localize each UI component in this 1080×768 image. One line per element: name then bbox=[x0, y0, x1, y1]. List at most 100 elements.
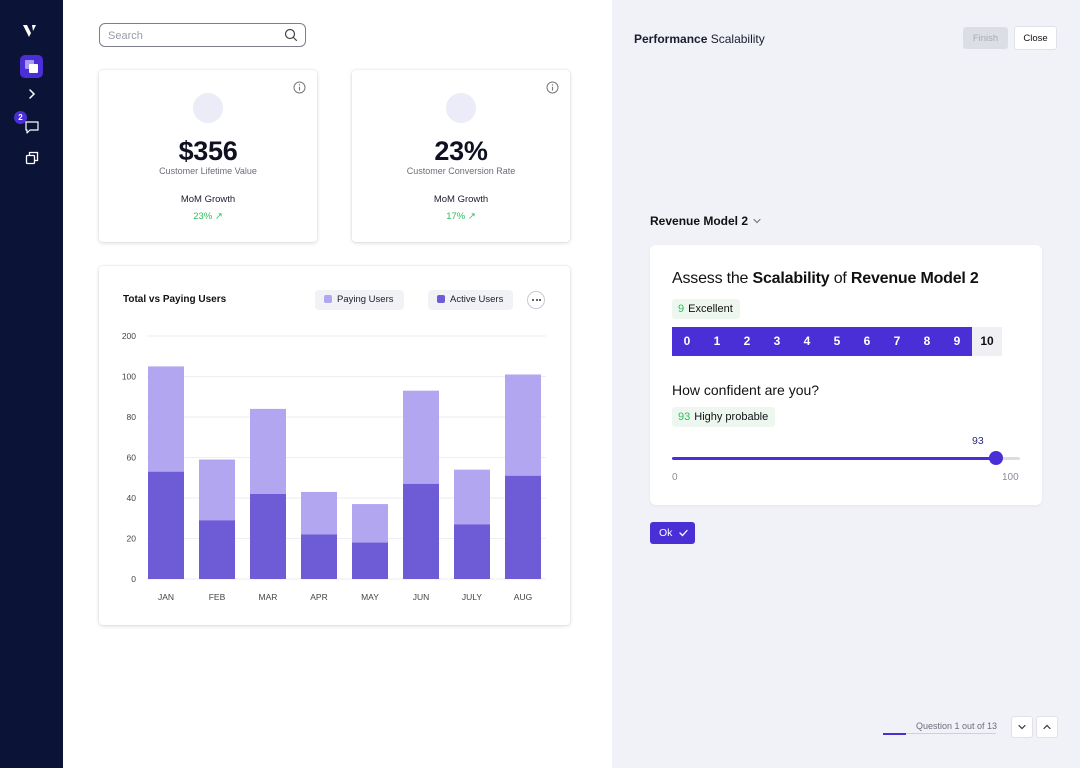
bar-active-users bbox=[454, 524, 490, 579]
rating-option-8[interactable]: 8 bbox=[912, 327, 942, 356]
legend-swatch bbox=[324, 295, 332, 303]
kpi-value: $356 bbox=[178, 136, 238, 166]
next-question-button[interactable] bbox=[1011, 716, 1033, 738]
confidence-label: Highy probable bbox=[694, 411, 769, 423]
bar-paying-users bbox=[301, 491, 337, 535]
y-tick-label: 40 bbox=[127, 493, 137, 503]
assessment-panel: Performance Scalability Finish Close Rev… bbox=[612, 0, 1080, 768]
model-dropdown[interactable]: Revenue Model 2 bbox=[650, 214, 761, 228]
rating-option-3[interactable]: 3 bbox=[762, 327, 792, 356]
y-tick-label: 80 bbox=[127, 412, 137, 422]
y-tick-label: 20 bbox=[127, 534, 137, 544]
users-bar-chart: 0 20 40 60 80 100 200 JAN FEB MAR APR MAY JUN JULY AUG bbox=[122, 331, 546, 602]
slider-value-label: 93 bbox=[972, 435, 984, 447]
bar-paying-users bbox=[505, 374, 541, 476]
kpi-avatar bbox=[446, 93, 476, 123]
bar-paying-users bbox=[403, 390, 439, 484]
slider-thumb[interactable] bbox=[988, 451, 1003, 465]
growth-value: 17% ↗ bbox=[446, 211, 476, 222]
model-dropdown-label: Revenue Model 2 bbox=[650, 214, 749, 228]
x-tick-label: MAR bbox=[259, 592, 278, 602]
rating-label: Excellent bbox=[688, 303, 733, 315]
logo-icon[interactable] bbox=[22, 22, 40, 40]
dashboard-nav-icon[interactable] bbox=[20, 55, 43, 78]
panel-title-rest: Scalability bbox=[710, 32, 765, 46]
info-icon[interactable] bbox=[293, 81, 306, 94]
kpi-avatar bbox=[193, 93, 223, 123]
legend-paying-users[interactable]: Paying Users bbox=[315, 290, 404, 310]
question-card: Assess the Scalability of Revenue Model … bbox=[650, 245, 1042, 505]
chevron-down-icon bbox=[1018, 724, 1026, 730]
bar-active-users bbox=[148, 471, 184, 579]
ok-button-label: Ok bbox=[659, 527, 673, 539]
bar-paying-users bbox=[250, 408, 286, 494]
y-tick-label: 60 bbox=[127, 453, 137, 463]
slider-min-label: 0 bbox=[672, 472, 678, 483]
bar-paying-users bbox=[454, 469, 490, 525]
x-tick-label: JAN bbox=[158, 592, 174, 602]
x-tick-label: MAY bbox=[361, 592, 379, 602]
info-icon[interactable] bbox=[546, 81, 559, 94]
rating-option-10[interactable]: 10 bbox=[972, 327, 1002, 356]
panel-title: Performance Scalability bbox=[634, 32, 765, 46]
chevron-right-icon[interactable] bbox=[25, 87, 39, 101]
bar-active-users bbox=[199, 520, 235, 579]
x-tick-label: AUG bbox=[514, 592, 532, 602]
legend-swatch bbox=[437, 295, 445, 303]
progress-fill bbox=[883, 732, 906, 735]
rating-option-4[interactable]: 4 bbox=[792, 327, 822, 356]
previous-question-button[interactable] bbox=[1036, 716, 1058, 738]
confidence-question: How confident are you? bbox=[672, 382, 820, 398]
bar-active-users bbox=[505, 475, 541, 579]
bar-active-users bbox=[301, 534, 337, 579]
chat-icon[interactable] bbox=[24, 119, 40, 135]
legend-label: Paying Users bbox=[337, 294, 394, 305]
check-icon bbox=[679, 529, 688, 537]
notification-badge: 2 bbox=[14, 111, 27, 124]
legend-label: Active Users bbox=[450, 294, 504, 305]
rating-tag: 9 Excellent bbox=[672, 299, 740, 319]
search-box[interactable] bbox=[99, 23, 306, 47]
kpi-card-lifetime-value: $356 Customer Lifetime Value MoM Growth … bbox=[99, 70, 317, 242]
rating-option-5[interactable]: 5 bbox=[822, 327, 852, 356]
bar-paying-users bbox=[148, 366, 184, 472]
chart-title: Total vs Paying Users bbox=[123, 294, 227, 305]
search-icon[interactable] bbox=[284, 28, 298, 42]
kpi-card-conversion-rate: 23% Customer Conversion Rate MoM Growth … bbox=[352, 70, 570, 242]
progress-bar bbox=[883, 732, 996, 735]
confidence-tag: 93 Highy probable bbox=[672, 407, 776, 427]
mom-growth-label: MoM Growth bbox=[180, 194, 236, 205]
more-options-button[interactable] bbox=[527, 291, 545, 309]
rating-option-0[interactable]: 0 bbox=[672, 327, 702, 356]
growth-value: 23% ↗ bbox=[193, 211, 223, 222]
copy-icon[interactable] bbox=[24, 150, 40, 166]
panel-title-bold: Performance bbox=[634, 32, 708, 46]
progress-label: Question 1 out of 13 bbox=[916, 721, 998, 731]
kpi-value: 23% bbox=[434, 136, 488, 166]
finish-button[interactable]: Finish bbox=[963, 27, 1008, 49]
y-tick-label: 200 bbox=[122, 331, 136, 341]
bar-paying-users bbox=[199, 459, 235, 521]
rating-scale: 0 1 2 3 4 5 6 7 8 9 10 bbox=[672, 327, 1002, 356]
bar-active-users bbox=[403, 483, 439, 579]
rating-option-6[interactable]: 6 bbox=[852, 327, 882, 356]
slider-max-label: 100 bbox=[1002, 472, 1019, 483]
users-chart-card: 0 20 40 60 80 100 200 JAN FEB MAR APR MAY JUN JULY AUG… bbox=[99, 266, 570, 625]
confidence-slider[interactable] bbox=[672, 451, 1020, 465]
x-tick-label: APR bbox=[310, 592, 327, 602]
x-tick-label: JUN bbox=[413, 592, 430, 602]
bar-paying-users bbox=[352, 504, 388, 543]
legend-active-users[interactable]: Active Users bbox=[428, 290, 514, 310]
rating-option-7[interactable]: 7 bbox=[882, 327, 912, 356]
search-input[interactable] bbox=[108, 28, 278, 43]
ok-button[interactable]: Ok bbox=[650, 522, 695, 544]
rating-option-2[interactable]: 2 bbox=[732, 327, 762, 356]
mom-growth-label: MoM Growth bbox=[433, 194, 489, 205]
confidence-value: 93 bbox=[678, 411, 691, 423]
y-tick-label: 100 bbox=[122, 372, 136, 382]
rating-option-9[interactable]: 9 bbox=[942, 327, 972, 356]
sidebar: 2 bbox=[0, 0, 63, 768]
rating-option-1[interactable]: 1 bbox=[702, 327, 732, 356]
chevron-up-icon bbox=[1043, 724, 1051, 730]
close-button[interactable]: Close bbox=[1014, 26, 1057, 50]
